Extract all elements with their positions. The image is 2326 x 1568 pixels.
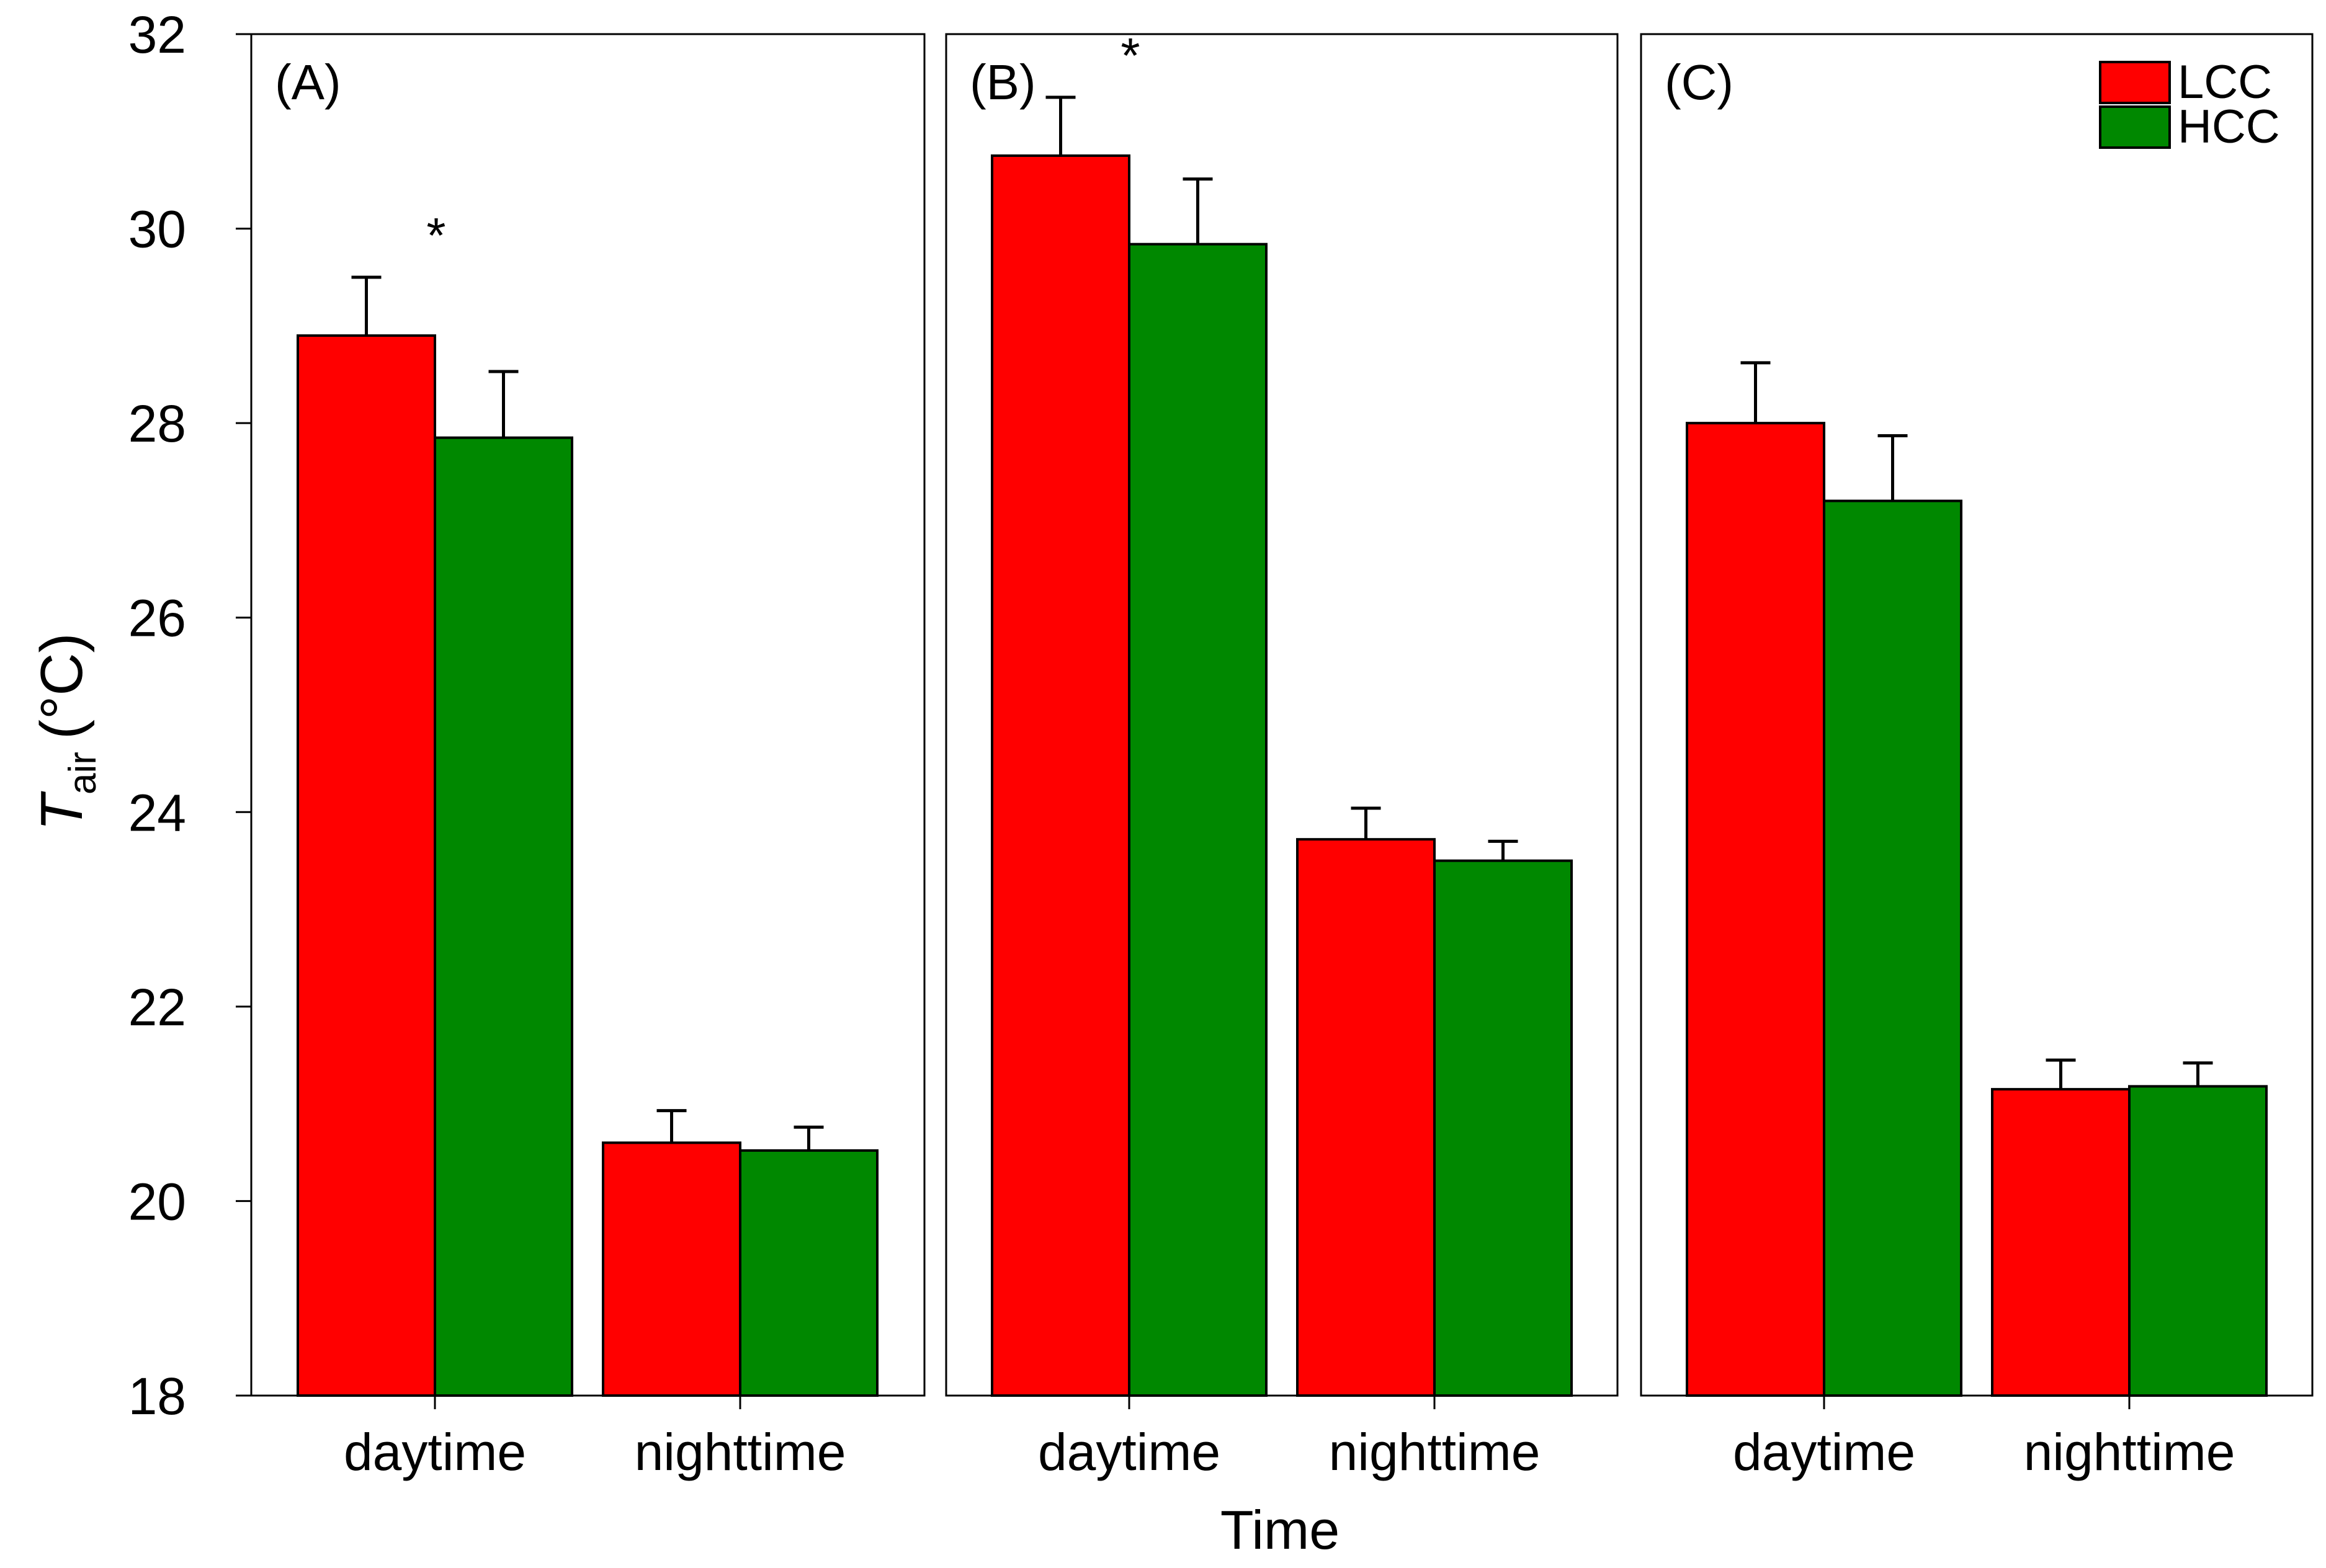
bar-lcc-daytime — [1686, 422, 1825, 1397]
x-tick-label-nighttime: nighttime — [2024, 1423, 2235, 1481]
bar-hcc-nighttime — [739, 1149, 879, 1397]
panel-2: (B) * daytime nighttime — [945, 28, 1619, 1481]
y-axis-label-subscript: air — [61, 752, 104, 795]
panel-label: (B) — [970, 55, 1036, 110]
legend-label-lcc: LCC — [2178, 56, 2272, 109]
significance-marker: * — [1121, 28, 1140, 83]
y-tick-label: 24 — [128, 783, 186, 842]
bar-lcc-nighttime — [1991, 1088, 2131, 1397]
bar-hcc-nighttime — [2128, 1085, 2268, 1397]
panel-frame — [1640, 33, 2314, 1397]
x-tick-label-daytime: daytime — [1038, 1423, 1220, 1481]
bar-hcc-daytime — [434, 436, 573, 1397]
legend-label-hcc: HCC — [2178, 100, 2280, 153]
x-tick-label-nighttime: nighttime — [635, 1423, 846, 1481]
y-axis: 18 20 22 24 26 28 30 32 — [128, 6, 251, 1425]
y-tick-label: 20 — [128, 1172, 186, 1231]
y-axis-label: Tair (°C) — [29, 633, 104, 831]
y-axis-label-main: T — [29, 791, 95, 831]
bar-lcc-daytime — [297, 334, 436, 1397]
bar-hcc-daytime — [1823, 499, 1962, 1397]
panel-label: (C) — [1665, 55, 1733, 110]
panel-3: (C) daytime nighttime — [1640, 33, 2314, 1481]
bar-lcc-nighttime — [1296, 838, 1436, 1397]
bar-hcc-nighttime — [1433, 859, 1573, 1397]
y-tick-label: 32 — [128, 6, 186, 64]
bar-hcc-daytime — [1128, 243, 1268, 1397]
y-tick-label: 22 — [128, 978, 186, 1036]
significance-marker: * — [426, 208, 445, 263]
legend-swatch-lcc — [2099, 61, 2171, 104]
legend-swatch-hcc — [2099, 105, 2171, 149]
y-tick-label: 26 — [128, 589, 186, 648]
bar-lcc-nighttime — [602, 1141, 741, 1397]
x-tick-label-nighttime: nighttime — [1329, 1423, 1541, 1481]
bar-lcc-daytime — [991, 154, 1130, 1397]
x-tick-label-daytime: daytime — [1733, 1423, 1915, 1481]
panel-frame — [250, 33, 926, 1397]
panel-label: (A) — [275, 55, 341, 110]
y-tick-label: 30 — [128, 200, 186, 259]
chart-panels: (A) * daytime nighttime (B) * daytime nighttime… — [250, 28, 2314, 1481]
panel-frame — [945, 33, 1619, 1397]
x-axis-label: Time — [1220, 1499, 1340, 1561]
panel-1: (A) * daytime nighttime — [250, 33, 926, 1481]
x-tick-label-daytime: daytime — [344, 1423, 526, 1481]
y-tick-label: 18 — [128, 1367, 186, 1425]
y-tick-label: 28 — [128, 394, 186, 453]
y-axis-label-unit: (°C) — [29, 633, 95, 739]
